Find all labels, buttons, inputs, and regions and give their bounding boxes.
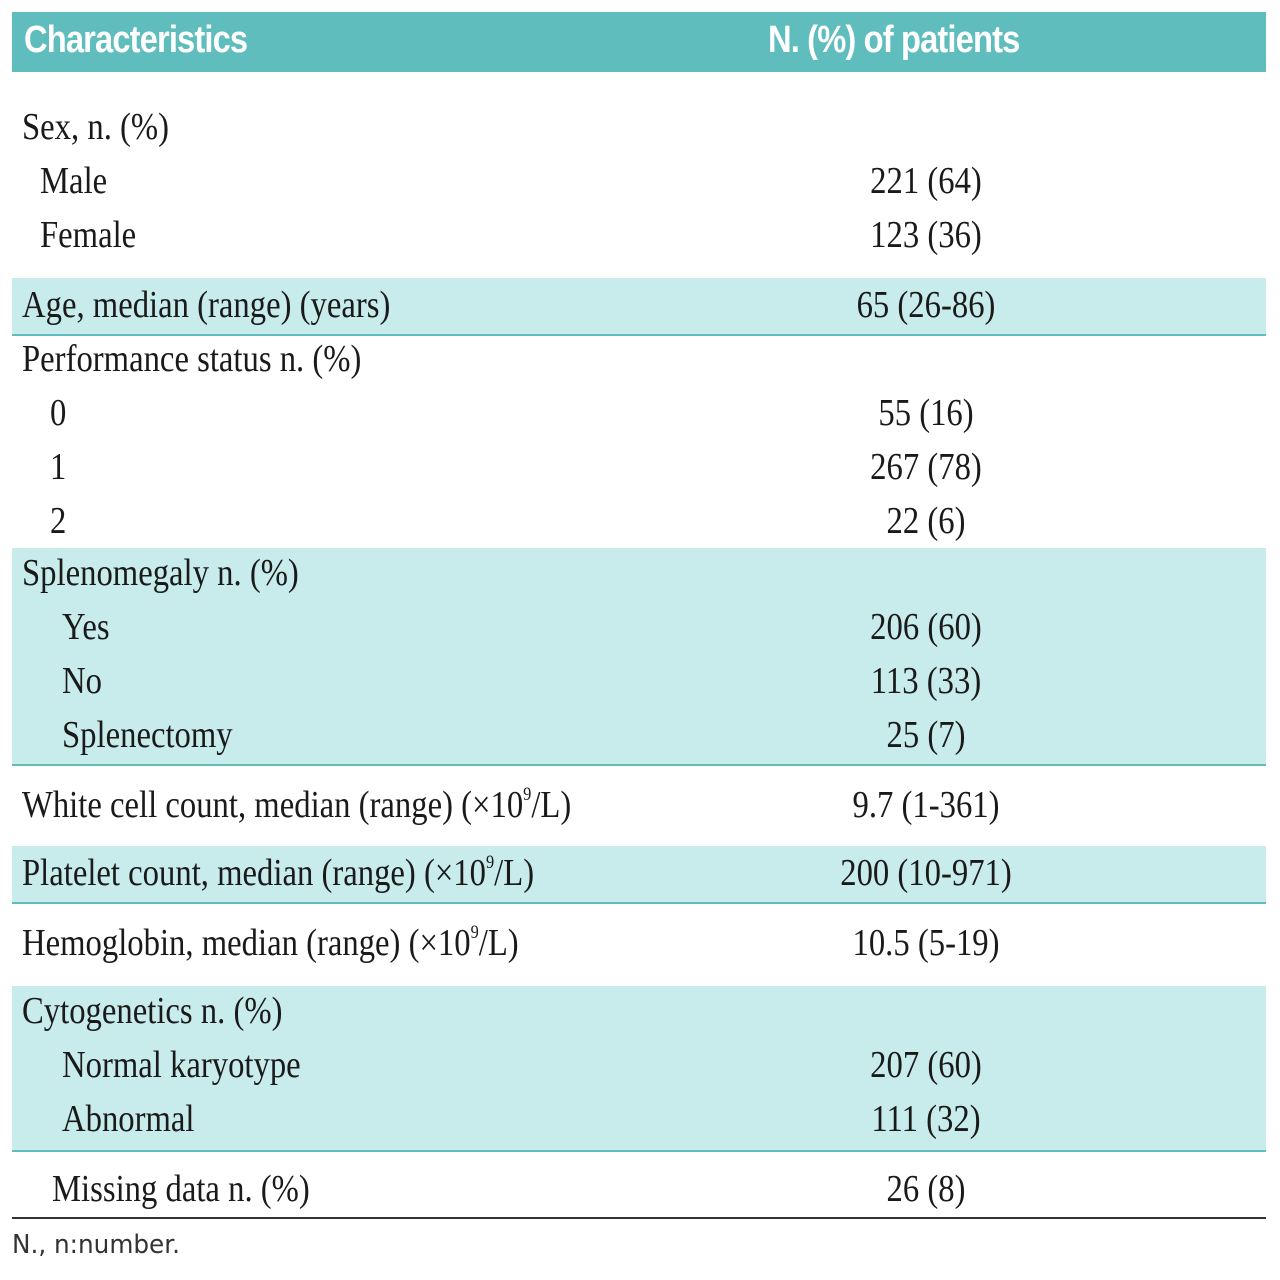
female-value: 123 (36) [870, 214, 982, 256]
age-value: 65 (26-86) [856, 284, 996, 326]
splenomegaly-yes-label: Yes [62, 606, 110, 648]
row-splenomegaly-yes: Yes 206 (60) [12, 600, 1266, 654]
section-wbc: White cell count, median (range) (×109/L… [12, 764, 1266, 846]
wbc-value: 9.7 (1-361) [852, 784, 1000, 826]
row-performance-2: 2 22 (6) [12, 494, 1266, 548]
normal-karyotype-label: Normal karyotype [62, 1044, 301, 1086]
splenomegaly-label: Splenomegaly n. (%) [22, 552, 299, 594]
platelet-label: Platelet count, median (range) (×109/L) [22, 851, 535, 894]
section-missing: Missing data n. (%) 26 (8) [12, 1150, 1266, 1218]
hemoglobin-value: 10.5 (5-19) [852, 922, 1000, 964]
row-cytogenetics-title: Cytogenetics n. (%) [12, 984, 1266, 1038]
row-sex-male: Male 221 (64) [12, 154, 1266, 208]
hemoglobin-label: Hemoglobin, median (range) (×109/L) [22, 921, 519, 964]
performance-1-label: 1 [50, 446, 67, 488]
row-splenomegaly-splenectomy: Splenectomy 25 (7) [12, 708, 1266, 762]
splenectomy-value: 25 (7) [886, 714, 966, 756]
splenectomy-label: Splenectomy [62, 714, 233, 756]
cytogenetics-label: Cytogenetics n. (%) [22, 990, 283, 1032]
wbc-label: White cell count, median (range) (×109/L… [22, 783, 572, 826]
header-patients: N. (%) of patients [768, 19, 1020, 61]
row-platelet: Platelet count, median (range) (×109/L) … [12, 846, 1266, 900]
row-hemoglobin: Hemoglobin, median (range) (×109/L) 10.5… [12, 916, 1266, 970]
row-sex-title: Sex, n. (%) [12, 100, 1266, 154]
row-cytogenetics-abnormal: Abnormal 111 (32) [12, 1092, 1266, 1146]
section-hemoglobin: Hemoglobin, median (range) (×109/L) 10.5… [12, 902, 1266, 988]
section-age: Age, median (range) (years) 65 (26-86) [12, 278, 1266, 334]
row-wbc: White cell count, median (range) (×109/L… [12, 778, 1266, 832]
performance-1-value: 267 (78) [870, 446, 982, 488]
row-splenomegaly-title: Splenomegaly n. (%) [12, 546, 1266, 600]
splenomegaly-no-label: No [62, 660, 102, 702]
row-cytogenetics-normal: Normal karyotype 207 (60) [12, 1038, 1266, 1092]
performance-label: Performance status n. (%) [22, 338, 362, 380]
table-footnote: N., n:number. [12, 1230, 181, 1260]
row-performance-0: 0 55 (16) [12, 386, 1266, 440]
abnormal-label: Abnormal [62, 1098, 195, 1140]
age-label: Age, median (range) (years) [22, 284, 391, 326]
row-missing: Missing data n. (%) 26 (8) [12, 1162, 1266, 1216]
female-label: Female [40, 214, 137, 256]
splenomegaly-no-value: 113 (33) [870, 660, 982, 702]
patient-characteristics-table: Characteristics N. (%) of patients Sex, … [12, 12, 1266, 1210]
performance-2-value: 22 (6) [886, 500, 966, 542]
missing-label: Missing data n. (%) [52, 1168, 310, 1210]
row-sex-female: Female 123 (36) [12, 208, 1266, 262]
male-value: 221 (64) [870, 160, 982, 202]
header-characteristics: Characteristics [24, 19, 248, 61]
normal-karyotype-value: 207 (60) [870, 1044, 982, 1086]
table-header: Characteristics N. (%) of patients [12, 12, 1266, 72]
abnormal-value: 111 (32) [871, 1098, 981, 1140]
splenomegaly-yes-value: 206 (60) [870, 606, 982, 648]
performance-0-value: 55 (16) [878, 392, 974, 434]
row-age: Age, median (range) (years) 65 (26-86) [12, 278, 1266, 332]
row-performance-title: Performance status n. (%) [12, 332, 1266, 386]
platelet-value: 200 (10-971) [840, 852, 1012, 894]
performance-2-label: 2 [50, 500, 67, 542]
row-splenomegaly-no: No 113 (33) [12, 654, 1266, 708]
section-splenomegaly: Splenomegaly n. (%) Yes 206 (60) No 113 … [12, 548, 1266, 764]
section-performance: Performance status n. (%) 0 55 (16) 1 26… [12, 334, 1266, 550]
missing-value: 26 (8) [886, 1168, 966, 1210]
section-platelet: Platelet count, median (range) (×109/L) … [12, 846, 1266, 902]
sex-label: Sex, n. (%) [22, 106, 170, 148]
section-cytogenetics: Cytogenetics n. (%) Normal karyotype 207… [12, 986, 1266, 1150]
male-label: Male [40, 160, 108, 202]
row-performance-1: 1 267 (78) [12, 440, 1266, 494]
performance-0-label: 0 [50, 392, 67, 434]
table-bottom-rule [12, 1217, 1266, 1219]
